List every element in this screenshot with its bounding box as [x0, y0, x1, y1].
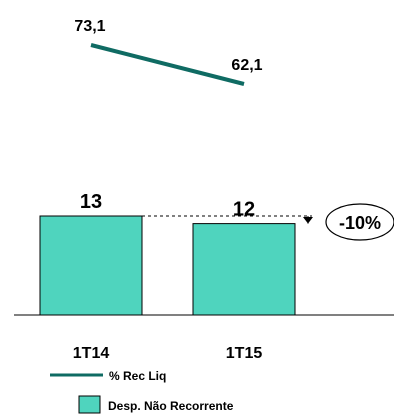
legend-label-desp-nao-recorrente: Desp. Não Recorrente — [108, 399, 234, 413]
line-data-label-1T14: 73,1 — [74, 18, 105, 35]
line-series-pct-rec-liq — [90, 43, 245, 86]
change-badge-ellipse — [325, 203, 394, 241]
x-axis-ticks: 1T14 1T15 — [73, 345, 263, 362]
legend-box-swatch — [78, 395, 101, 414]
bar-series-group: 13 12 — [39, 191, 296, 316]
change-badge-text: -10% — [339, 213, 381, 233]
legend-label-pct-rec-liq: % Rec Liq — [109, 369, 166, 383]
bar-1T15 — [192, 223, 296, 316]
bar-1T14 — [39, 215, 143, 316]
line-data-label-1T15: 62,1 — [231, 57, 262, 74]
line-series-group: 73,1 62,1 — [74, 18, 263, 86]
x-tick-label-1T15: 1T15 — [226, 345, 263, 362]
bar-data-label-1T15: 12 — [233, 199, 255, 221]
legend: % Rec Liq Desp. Não Recorrente — [50, 369, 234, 414]
bar-data-label-1T14: 13 — [80, 191, 102, 213]
x-tick-label-1T14: 1T14 — [73, 345, 110, 362]
change-annotation: -10% — [142, 203, 394, 241]
down-arrow-icon — [303, 217, 313, 224]
